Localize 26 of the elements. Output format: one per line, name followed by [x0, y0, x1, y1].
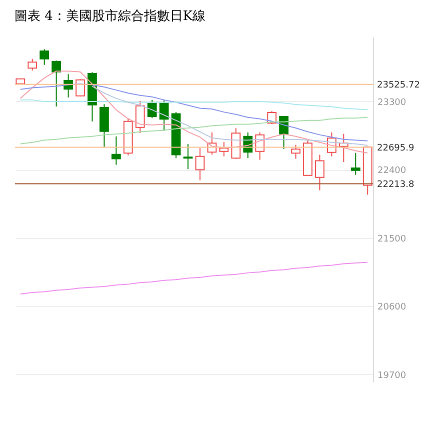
candlestick: [28, 58, 38, 72]
candlestick: [135, 100, 145, 134]
candlestick: [350, 152, 360, 176]
ref-line-label: 22213.8: [377, 180, 414, 190]
candlestick: [159, 99, 169, 132]
candlestick: [76, 78, 85, 97]
ref-line-label: 23525.72: [377, 80, 420, 90]
candlestick: [183, 144, 193, 170]
candlestick: [111, 136, 121, 166]
chart-title: 圖表 4：美國股市綜合指數日K線: [14, 8, 206, 24]
candlestick: [147, 99, 157, 119]
y-tick-label: 22400: [378, 166, 406, 176]
candlestick: [195, 148, 205, 181]
line-series: [20, 262, 368, 295]
candlestick: [100, 104, 109, 148]
candlestick: [219, 142, 229, 157]
y-tick-label: 19700: [378, 370, 406, 381]
y-tick-label: 21500: [378, 234, 406, 244]
ref-line-label: 22695.9: [377, 143, 414, 154]
line-series: [20, 116, 368, 144]
y-tick-label: 20600: [378, 302, 406, 313]
y-tick-label: 23300: [378, 98, 406, 108]
candlestick: [40, 48, 50, 66]
candlestick: [291, 144, 300, 160]
candlestick: [52, 60, 61, 107]
candlestick: [315, 154, 324, 191]
